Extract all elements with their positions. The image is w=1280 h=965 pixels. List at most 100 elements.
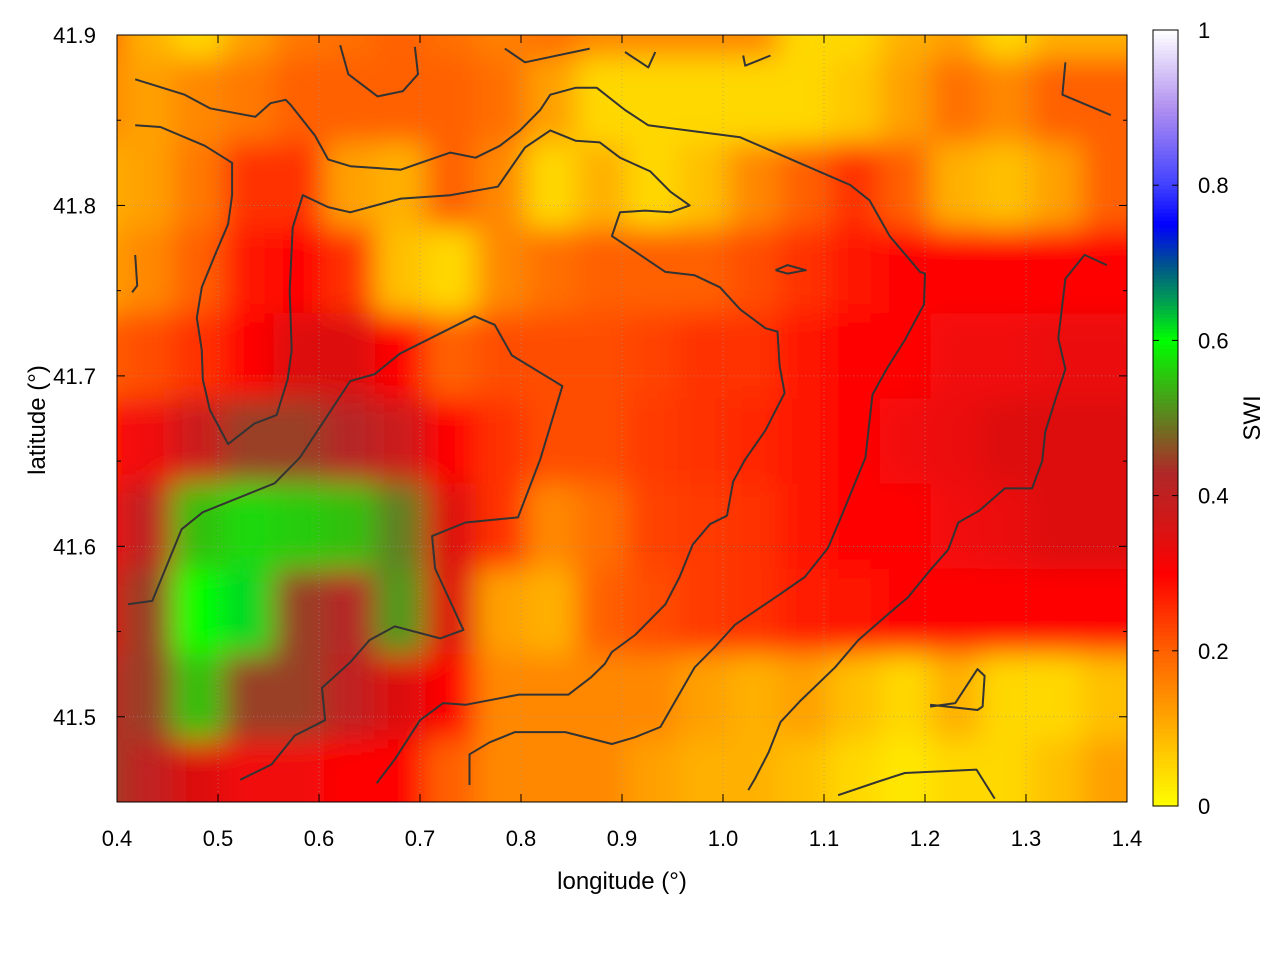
colorbar-segment [1153, 146, 1178, 151]
colorbar-segment [1153, 619, 1178, 625]
colorbar-segment [1153, 472, 1178, 477]
colorbar-segment [1153, 802, 1178, 807]
y-tick-label: 41.9 [53, 23, 96, 48]
colorbar-segment [1153, 297, 1178, 303]
colorbar-segment [1153, 612, 1178, 617]
colorbar-segment [1153, 278, 1178, 283]
x-tick-label: 1.1 [809, 826, 840, 851]
colorbar-segment [1153, 487, 1178, 493]
colorbar-segment [1153, 282, 1178, 287]
colorbar-segment [1153, 685, 1178, 691]
colorbar-segment [1153, 452, 1178, 458]
colorbar-segment [1153, 379, 1178, 384]
colorbar-segment [1153, 181, 1178, 186]
colorbar-segment [1153, 227, 1178, 233]
colorbar-segment [1153, 363, 1178, 369]
colorbar-segment [1153, 138, 1178, 144]
heatmap-cells [117, 35, 1127, 802]
colorbar-segment [1153, 437, 1178, 442]
colorbar-segment [1153, 557, 1178, 563]
colorbar-segment [1153, 573, 1178, 578]
colorbar-segment [1153, 274, 1178, 279]
colorbar-segment [1153, 674, 1178, 679]
colorbar-segment [1153, 309, 1178, 314]
colorbar-segment [1153, 767, 1178, 772]
colorbar-segment [1153, 460, 1178, 466]
colorbar-segment [1153, 778, 1178, 784]
colorbar-segment [1153, 421, 1178, 427]
colorbar-segment [1153, 130, 1178, 136]
colorbar-segment [1153, 418, 1178, 423]
colorbar-segment [1153, 693, 1178, 698]
colorbar-segment [1153, 402, 1178, 407]
colorbar-segment [1153, 270, 1178, 276]
colorbar [1153, 30, 1178, 807]
y-axis-ticks: 41.5 41.6 41.7 41.8 41.9 [53, 23, 1127, 803]
colorbar-segment [1153, 321, 1178, 326]
colorbar-segment [1153, 150, 1178, 155]
colorbar-segment [1153, 169, 1178, 175]
contour-line [775, 264, 807, 275]
colorbar-segment [1153, 724, 1178, 729]
colorbar-segment [1153, 553, 1178, 559]
colorbar-segment [1153, 99, 1178, 105]
colorbar-segment [1153, 712, 1178, 718]
colorbar-segment [1153, 33, 1178, 39]
x-tick-label: 0.8 [506, 826, 537, 851]
colorbar-segment [1153, 483, 1178, 489]
colorbar-segment [1153, 255, 1178, 260]
colorbar-segment [1153, 499, 1178, 504]
colorbar-segment [1153, 480, 1178, 485]
colorbar-tick-label: 0.4 [1198, 484, 1229, 509]
colorbar-segment [1153, 41, 1178, 47]
colorbar-segment [1153, 332, 1178, 338]
colorbar-segment [1153, 243, 1178, 248]
colorbar-segment [1153, 736, 1178, 741]
colorbar-segment [1153, 740, 1178, 745]
colorbar-segment [1153, 344, 1178, 349]
colorbar-segment [1153, 646, 1178, 652]
x-tick-label: 0.6 [304, 826, 335, 851]
contour-line [742, 54, 771, 67]
colorbar-segment [1153, 301, 1178, 307]
colorbar-segment [1153, 367, 1178, 373]
colorbar-segment [1153, 697, 1178, 702]
colorbar-segment [1153, 449, 1178, 454]
colorbar-segment [1153, 317, 1178, 322]
colorbar-segment [1153, 596, 1178, 601]
colorbar-segment [1153, 518, 1178, 524]
colorbar-segment [1153, 705, 1178, 710]
colorbar-segment [1153, 701, 1178, 706]
colorbar-segment [1153, 196, 1178, 202]
colorbar-segment [1153, 538, 1178, 543]
colorbar-segment [1153, 565, 1178, 570]
colorbar-segment [1153, 103, 1178, 109]
colorbar-segment [1153, 716, 1178, 722]
colorbar-tick-label: 0.8 [1198, 173, 1229, 198]
colorbar-segment [1153, 328, 1178, 334]
colorbar-segment [1153, 747, 1178, 753]
colorbar-segment [1153, 76, 1178, 82]
colorbar-segment [1153, 476, 1178, 481]
colorbar-segment [1153, 709, 1178, 714]
y-tick-label: 41.6 [53, 534, 96, 559]
colorbar-segment [1153, 72, 1178, 78]
x-axis-label: longitude (°) [557, 868, 687, 895]
colorbar-tick-label: 0 [1198, 794, 1210, 819]
colorbar-segment [1153, 410, 1178, 415]
colorbar-segment [1153, 80, 1178, 85]
colorbar-segment [1153, 313, 1178, 318]
colorbar-segment [1153, 177, 1178, 182]
colorbar-segment [1153, 522, 1178, 528]
colorbar-segment [1153, 92, 1178, 97]
colorbar-segment [1153, 375, 1178, 380]
colorbar-segment [1153, 650, 1178, 656]
colorbar-segment [1153, 759, 1178, 764]
contour-line [131, 254, 139, 293]
colorbar-segment [1153, 185, 1178, 190]
colorbar-segment [1153, 464, 1178, 470]
colorbar-segment [1153, 771, 1178, 776]
colorbar-segment [1153, 503, 1178, 508]
colorbar-segment [1153, 549, 1178, 555]
colorbar-segment [1153, 293, 1178, 299]
